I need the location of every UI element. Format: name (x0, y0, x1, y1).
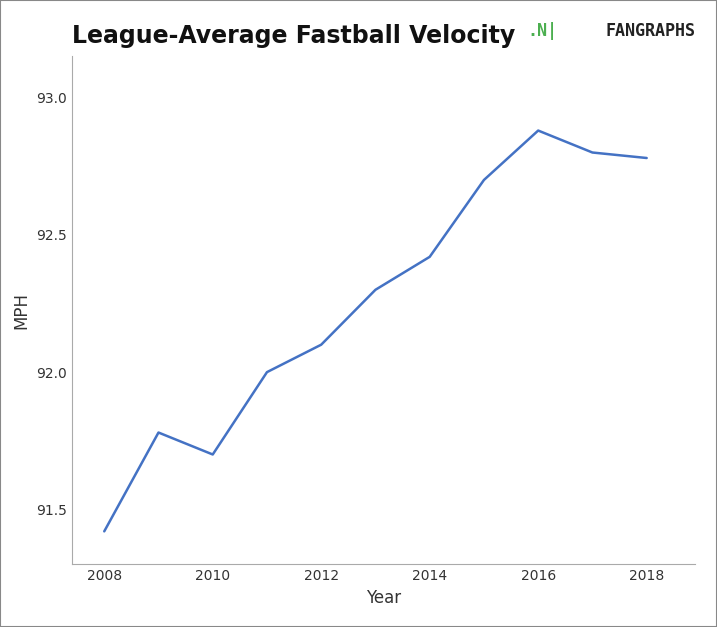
Text: FANGRAPHS: FANGRAPHS (605, 22, 695, 40)
Text: .N|: .N| (527, 22, 557, 40)
Text: League-Average Fastball Velocity: League-Average Fastball Velocity (72, 24, 515, 48)
Y-axis label: MPH: MPH (12, 292, 30, 329)
X-axis label: Year: Year (366, 589, 401, 607)
